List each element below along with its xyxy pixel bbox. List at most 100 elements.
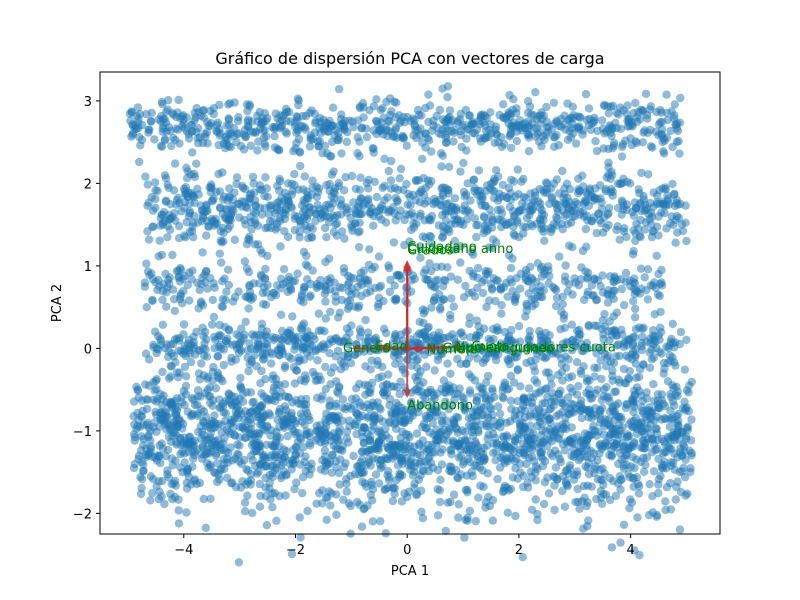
scatter-point	[581, 89, 591, 99]
scatter-point	[260, 191, 269, 201]
scatter-point	[267, 359, 276, 368]
scatter-point	[675, 339, 684, 349]
scatter-point	[482, 441, 492, 450]
scatter-point	[132, 382, 141, 391]
scatter-point	[182, 163, 191, 172]
scatter-point	[333, 417, 342, 426]
scatter-point	[560, 502, 570, 511]
scatter-point	[597, 116, 607, 125]
scatter-point	[384, 261, 393, 270]
scatter-point	[599, 144, 608, 153]
scatter-point	[171, 476, 180, 486]
scatter-point	[675, 118, 685, 127]
scatter-point	[406, 465, 415, 474]
scatter-point	[657, 390, 667, 399]
scatter-point	[420, 393, 430, 403]
scatter-point	[290, 169, 299, 179]
scatter-point	[161, 197, 170, 206]
loading-label: Genero	[343, 341, 390, 356]
scatter-point	[605, 474, 615, 483]
scatter-point	[445, 310, 455, 319]
scatter-point	[550, 481, 559, 490]
scatter-point	[531, 495, 540, 504]
scatter-point	[592, 296, 601, 305]
scatter-point	[325, 402, 334, 411]
scatter-point	[649, 467, 659, 476]
scatter-point	[361, 390, 370, 399]
scatter-point	[529, 362, 538, 371]
scatter-point	[476, 481, 485, 490]
scatter-point	[494, 402, 503, 411]
scatter-point	[171, 135, 180, 145]
scatter-point	[375, 125, 384, 134]
scatter-point	[418, 514, 428, 523]
scatter-point	[569, 434, 578, 443]
scatter-point	[269, 335, 279, 345]
scatter-point	[480, 275, 489, 285]
scatter-point	[255, 502, 265, 511]
scatter-point	[549, 179, 559, 188]
scatter-point	[507, 143, 516, 153]
scatter-point	[144, 431, 153, 440]
scatter-point	[646, 198, 655, 208]
scatter-point	[295, 227, 304, 237]
scatter-point	[240, 433, 250, 443]
scatter-point	[672, 195, 681, 205]
scatter-point	[376, 105, 385, 115]
scatter-point	[344, 287, 354, 296]
scatter-point	[642, 110, 652, 120]
scatter-point	[621, 268, 631, 278]
scatter-point	[465, 313, 474, 322]
scatter-point	[675, 525, 685, 534]
scatter-point	[575, 186, 584, 196]
scatter-point	[135, 133, 144, 142]
scatter-point	[409, 212, 419, 221]
scatter-point	[294, 100, 303, 110]
scatter-point	[199, 371, 208, 380]
scatter-point	[170, 492, 180, 502]
scatter-point	[374, 427, 383, 437]
scatter-point	[387, 107, 396, 116]
scatter-point	[321, 362, 330, 372]
scatter-point	[415, 439, 424, 448]
scatter-point	[381, 329, 391, 338]
scatter-point	[164, 374, 174, 383]
scatter-point	[258, 408, 267, 417]
scatter-point	[563, 99, 572, 108]
scatter-point	[487, 284, 497, 293]
scatter-point	[230, 235, 239, 244]
scatter-point	[592, 146, 602, 156]
scatter-point	[638, 138, 647, 147]
scatter-point	[666, 219, 675, 228]
scatter-point	[545, 404, 554, 414]
scatter-point	[427, 239, 436, 248]
scatter-point	[465, 319, 474, 329]
scatter-point	[307, 233, 317, 242]
scatter-point	[214, 332, 223, 341]
scatter-point	[513, 366, 522, 375]
scatter-point	[516, 468, 525, 477]
scatter-point	[156, 413, 165, 422]
scatter-point	[498, 443, 507, 452]
scatter-point	[571, 139, 581, 148]
scatter-point	[258, 126, 268, 135]
scatter-point	[441, 526, 450, 536]
scatter-point	[208, 196, 217, 205]
scatter-point	[676, 93, 685, 103]
scatter-point	[510, 297, 520, 307]
scatter-point	[517, 126, 526, 135]
scatter-point	[631, 304, 640, 314]
scatter-point	[492, 166, 501, 175]
scatter-point	[681, 218, 690, 227]
scatter-point	[649, 226, 658, 235]
scatter-point	[292, 478, 301, 487]
loading-label: Cuota	[471, 340, 509, 355]
scatter-point	[563, 135, 573, 145]
scatter-point	[184, 130, 193, 139]
scatter-point	[491, 447, 501, 457]
scatter-point	[668, 142, 677, 152]
scatter-point	[185, 296, 194, 305]
scatter-point	[258, 355, 268, 364]
scatter-point	[636, 264, 646, 273]
scatter-point	[230, 431, 240, 440]
